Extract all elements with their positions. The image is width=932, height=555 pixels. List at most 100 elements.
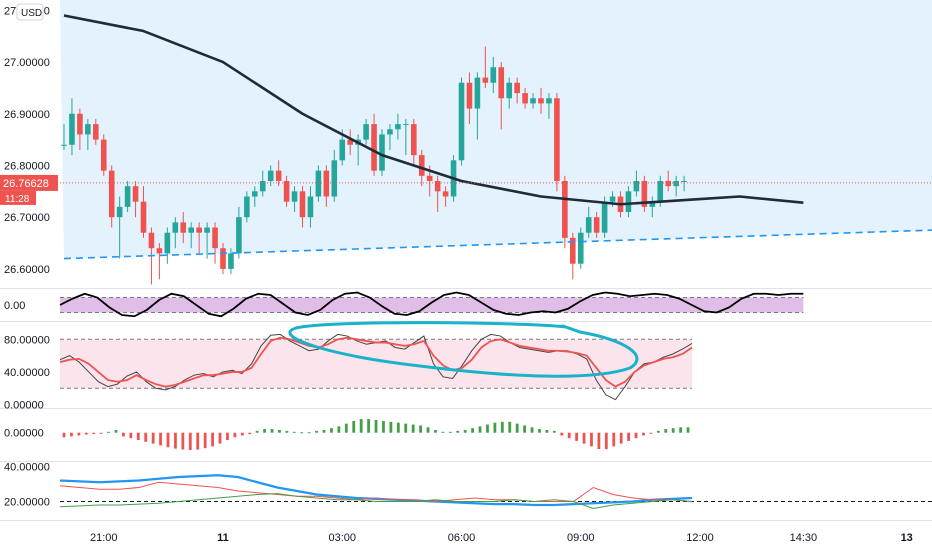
candle-body[interactable] xyxy=(681,180,687,182)
macd-histogram-bar[interactable] xyxy=(374,420,378,433)
macd-histogram-bar[interactable] xyxy=(367,419,370,433)
candle-body[interactable] xyxy=(307,196,314,218)
macd-histogram-bar[interactable] xyxy=(411,424,415,433)
stoch-k-line[interactable] xyxy=(59,336,693,388)
macd-histogram-bar[interactable] xyxy=(426,427,430,433)
candle-body[interactable] xyxy=(665,180,671,187)
macd-histogram-bar[interactable] xyxy=(136,432,140,440)
trend-line[interactable] xyxy=(63,229,932,260)
macd-histogram-bar[interactable] xyxy=(419,425,422,433)
candle-body[interactable] xyxy=(546,98,552,104)
candle-body[interactable] xyxy=(601,201,608,233)
macd-histogram-bar[interactable] xyxy=(404,423,408,433)
candle-body[interactable] xyxy=(554,98,560,181)
candle-body[interactable] xyxy=(426,175,433,181)
macd-histogram-bar[interactable] xyxy=(627,432,631,441)
candle-body[interactable] xyxy=(132,186,139,202)
macd-histogram-bar[interactable] xyxy=(552,430,556,433)
macd-histogram-bar[interactable] xyxy=(62,432,66,438)
candle-body[interactable] xyxy=(77,113,83,135)
candle-body[interactable] xyxy=(347,139,353,145)
candle-body[interactable] xyxy=(673,180,679,187)
candle-body[interactable] xyxy=(204,227,210,233)
macd-histogram-bar[interactable] xyxy=(567,432,571,439)
macd-histogram-bar[interactable] xyxy=(92,432,96,435)
candle-body[interactable] xyxy=(649,201,656,207)
candle-body[interactable] xyxy=(140,201,147,233)
candle-body[interactable] xyxy=(633,180,640,192)
macd-histogram-bar[interactable] xyxy=(144,432,148,442)
candle-body[interactable] xyxy=(474,77,481,109)
macd-histogram-bar[interactable] xyxy=(263,429,266,433)
candle-body[interactable] xyxy=(124,186,131,207)
candle-body[interactable] xyxy=(331,160,338,197)
candle-body[interactable] xyxy=(387,129,393,135)
candle-body[interactable] xyxy=(395,124,401,130)
macd-histogram-bar[interactable] xyxy=(337,426,341,433)
macd-histogram-bar[interactable] xyxy=(679,427,683,433)
osc1-line[interactable] xyxy=(59,291,804,318)
candle-body[interactable] xyxy=(482,77,489,83)
macd-histogram-bar[interactable] xyxy=(634,432,638,439)
macd-histogram-bar[interactable] xyxy=(389,421,393,433)
macd-histogram-bar[interactable] xyxy=(515,423,519,433)
macd-histogram-bar[interactable] xyxy=(307,432,311,434)
macd-histogram-bar[interactable] xyxy=(396,422,400,433)
macd-histogram-bar[interactable] xyxy=(77,432,81,436)
candle-body[interactable] xyxy=(275,170,282,181)
macd-histogram-bar[interactable] xyxy=(508,421,512,433)
macd-histogram-bar[interactable] xyxy=(174,432,177,449)
macd-histogram-bar[interactable] xyxy=(656,430,660,433)
candle-body[interactable] xyxy=(196,227,202,233)
dmi-adx-line[interactable] xyxy=(59,474,693,507)
macd-histogram-bar[interactable] xyxy=(441,431,445,433)
candle-body[interactable] xyxy=(577,232,584,264)
candle-body[interactable] xyxy=(442,191,449,197)
candle-body[interactable] xyxy=(371,124,377,171)
candle-body[interactable] xyxy=(434,180,441,192)
macd-histogram-bar[interactable] xyxy=(330,428,333,433)
candle-body[interactable] xyxy=(220,248,226,269)
candle-body[interactable] xyxy=(283,180,290,202)
macd-histogram-bar[interactable] xyxy=(218,432,222,444)
candle-body[interactable] xyxy=(363,124,369,140)
candle-body[interactable] xyxy=(490,67,497,83)
dmi-plus-line[interactable] xyxy=(59,493,693,510)
macd-histogram-bar[interactable] xyxy=(463,430,467,433)
macd-histogram-bar[interactable] xyxy=(448,431,452,433)
macd-histogram-bar[interactable] xyxy=(99,432,103,434)
candle-body[interactable] xyxy=(212,227,218,249)
candle-body[interactable] xyxy=(188,227,194,233)
macd-histogram-bar[interactable] xyxy=(84,432,88,435)
candle-body[interactable] xyxy=(291,191,298,202)
macd-histogram-bar[interactable] xyxy=(181,432,185,450)
candle-body[interactable] xyxy=(156,248,163,254)
candle-body[interactable] xyxy=(228,253,234,269)
macd-histogram-bar[interactable] xyxy=(545,430,549,433)
candle-body[interactable] xyxy=(585,217,592,233)
macd-histogram-bar[interactable] xyxy=(315,430,318,433)
macd-histogram-bar[interactable] xyxy=(226,432,229,440)
macd-histogram-bar[interactable] xyxy=(211,432,214,447)
candle-body[interactable] xyxy=(466,82,473,109)
candle-body[interactable] xyxy=(259,180,266,192)
candle-body[interactable] xyxy=(93,124,99,140)
macd-histogram-bar[interactable] xyxy=(240,432,244,436)
macd-histogram-bar[interactable] xyxy=(649,432,653,434)
macd-histogram-bar[interactable] xyxy=(322,430,326,433)
candle-body[interactable] xyxy=(506,82,512,99)
candle-body[interactable] xyxy=(244,196,250,218)
candle-body[interactable] xyxy=(530,98,536,104)
macd-histogram-bar[interactable] xyxy=(359,419,363,433)
candle-body[interactable] xyxy=(593,217,600,233)
candle-body[interactable] xyxy=(641,180,648,207)
candle-body[interactable] xyxy=(299,191,306,218)
candle-body[interactable] xyxy=(61,144,67,146)
candle-body[interactable] xyxy=(267,170,274,181)
macd-histogram-bar[interactable] xyxy=(582,432,586,444)
macd-histogram-bar[interactable] xyxy=(382,420,385,433)
macd-histogram-bar[interactable] xyxy=(434,430,437,433)
macd-histogram-bar[interactable] xyxy=(604,432,608,450)
macd-histogram-bar[interactable] xyxy=(471,428,475,433)
